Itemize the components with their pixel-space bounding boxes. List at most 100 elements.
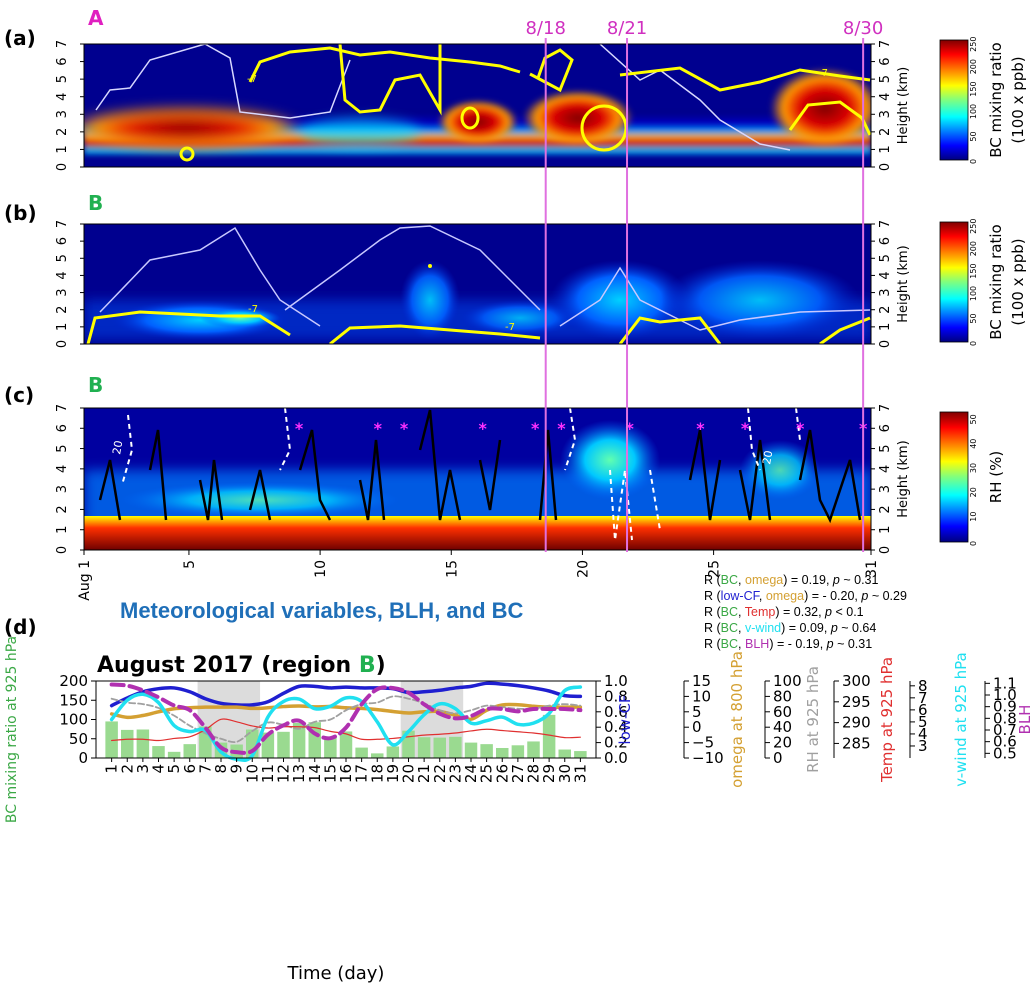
star-marker: * [625, 419, 634, 438]
axis-tick-label-lowcf: 1.0 [604, 672, 628, 690]
bc-bar [324, 736, 337, 758]
colorbar-label-units: (100 x ppb) [1009, 56, 1027, 143]
colorbar-tick-label: 30 [969, 463, 978, 473]
bc-bar [339, 731, 353, 758]
axis-tick-label-blh: 0.9 [993, 698, 1017, 716]
y-tick-label: 100 [59, 711, 88, 729]
x-tick-label: 11 [259, 764, 277, 783]
axis-label-omega: omega at 800 hPa [728, 651, 746, 788]
height-tick-label-left: 4 [55, 93, 70, 101]
bc-bar [433, 737, 446, 758]
height-tick-label-left: 5 [55, 444, 70, 452]
height-tick-label-left: 1 [55, 526, 70, 534]
axis-tick-label-rh: 40 [773, 718, 792, 736]
axis-label-vwind: v-wind at 925 hPa [952, 652, 970, 786]
height-tick-label-left: 5 [55, 254, 70, 262]
height-tick-label-left: 4 [55, 271, 70, 279]
height-tick-label-left: 1 [55, 145, 70, 153]
colorbar-tick-label: 200 [969, 241, 978, 256]
colorbar-tick-label: 100 [969, 286, 978, 301]
axis-tick-label-omega: 5 [692, 703, 702, 721]
star-marker: * [400, 419, 409, 438]
star-marker: * [479, 419, 488, 438]
height-tick-label-right: 7 [878, 40, 893, 48]
axis-tick-label-lowcf: 0.2 [604, 734, 628, 752]
axis-tick-label-vwind: 6 [918, 701, 928, 719]
axis-label-lowcf: low-CF [616, 694, 634, 744]
bc-bar [464, 742, 478, 758]
height-tick-label-left: 0 [55, 340, 70, 348]
axis-tick-label-temp: 290 [842, 714, 871, 732]
height-tick-label-left: 3 [55, 485, 70, 493]
axis-tick-label-omega: 0 [692, 718, 702, 736]
height-tick-label-left: 6 [55, 424, 70, 432]
height-tick-label-right: 3 [878, 110, 893, 118]
x-tick-label: 24 [462, 764, 480, 783]
height-tick-label-left: 7 [55, 404, 70, 412]
colorbar-label: RH (%) [987, 451, 1005, 503]
panel-c: (c) B [4, 373, 872, 551]
chart-title-region: B [359, 653, 376, 678]
bc-bar [574, 751, 587, 758]
height-tick-label-right: 7 [878, 404, 893, 412]
x-tick-label: 3 [134, 764, 152, 774]
contour-label-b2: -7 [505, 322, 515, 333]
axis-tick-label-rh: 60 [773, 703, 792, 721]
colorbar-tick-label: 0 [969, 341, 978, 346]
bc-bar [496, 747, 509, 758]
y-tick-label: 200 [59, 672, 88, 690]
star-marker: * [374, 419, 383, 438]
x-tick-label: 16 [337, 764, 355, 783]
bc-bar [167, 751, 181, 758]
x-tick-label: 22 [431, 764, 449, 783]
star-marker: * [796, 419, 805, 438]
panel-a-region: A [88, 6, 104, 30]
axis-tick-label-lowcf: 0.8 [604, 687, 628, 705]
met-title: Meteorological variables, BLH, and BC [120, 598, 524, 623]
panel-b-label: (b) [4, 201, 37, 225]
height-tick-label-left: 3 [55, 288, 70, 296]
height-tick-label-left: 1 [55, 323, 70, 331]
height-tick-label-right: 1 [878, 323, 893, 331]
panel-c-heatmap: 20 20 ************ [84, 408, 871, 550]
x-tick-label: 23 [446, 764, 464, 783]
height-tick-label-left: 2 [55, 505, 70, 513]
panel-b: (b) B -7 -7 [4, 191, 872, 345]
axis-label-blh: BLH [1016, 705, 1033, 735]
bc-bar [183, 744, 196, 758]
colorbar [939, 221, 969, 343]
x-tick-label: 2 [118, 764, 136, 774]
x-tick-label: 14 [306, 764, 324, 783]
height-tick-label-right: 4 [878, 93, 893, 101]
bc-bar [558, 749, 571, 758]
colorbar [939, 411, 969, 543]
panel-a-label: (a) [4, 26, 36, 50]
contour-label-c2: 20 [760, 449, 775, 465]
axis-tick-label-omega: −10 [692, 749, 724, 767]
bc-bar [542, 714, 556, 758]
axis-label-rh: RH at 925 hPa [804, 666, 822, 773]
colorbar-tick-label: 150 [969, 81, 978, 96]
axis-tick-label-vwind: 4 [918, 725, 928, 743]
stat-line: R (BC, BLH) = - 0.19, p ~ 0.31 [704, 637, 873, 651]
series-line-rh [110, 695, 582, 744]
axis-tick-label-blh: 0.8 [993, 709, 1017, 727]
colorbar-tick-label: 150 [969, 263, 978, 278]
height-tick-label-right: 7 [878, 220, 893, 228]
time-tick-label: 31 [864, 560, 880, 578]
bc-bar [152, 746, 165, 758]
x-tick-label: 8 [212, 764, 230, 774]
bc-bar [355, 747, 368, 758]
x-tick-label: 31 [571, 764, 589, 783]
colorbar-tick-label: 50 [969, 313, 978, 323]
height-tick-label-left: 0 [55, 163, 70, 171]
colorbar-tick-label: 40 [969, 439, 978, 449]
height-tick-label-left: 6 [55, 57, 70, 65]
bc-bar [121, 729, 134, 758]
event-label: 8/18 [525, 18, 565, 39]
panel-a-heatmap: -7 -7 [84, 44, 871, 167]
panel-c-region: B [88, 373, 103, 397]
x-tick-label: 12 [275, 764, 293, 783]
